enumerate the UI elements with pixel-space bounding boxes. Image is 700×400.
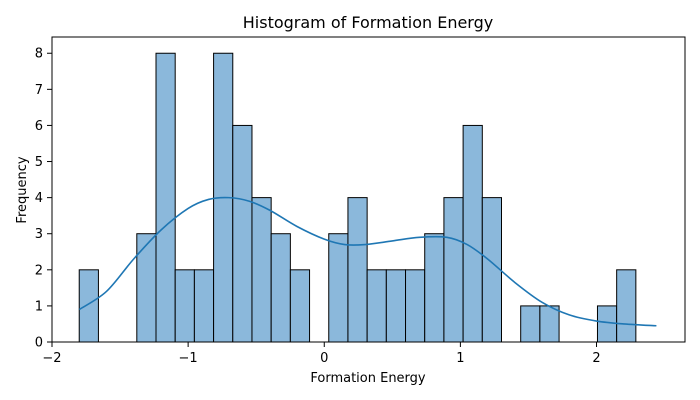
histogram-bars [78,52,637,343]
histogram-bar [251,197,272,343]
y-tick-label: 4 [35,191,43,206]
histogram-bar [443,197,464,343]
histogram-bar [232,124,253,343]
histogram-bar [270,233,291,343]
histogram-bar [539,305,560,343]
histogram-bar [155,52,176,343]
x-tick-label: 1 [456,351,464,366]
y-tick-label: 8 [35,47,43,62]
histogram-bar [616,269,637,343]
histogram-bar [328,233,349,343]
kde-curve [78,196,657,327]
plot-area-frame [51,36,686,343]
histogram-bar [366,269,387,343]
x-tick-label: 0 [320,351,328,366]
histogram-bar [347,197,368,343]
x-axis-label: Formation Energy [310,371,426,386]
x-axis-ticks: −2 −1 0 1 2 [42,342,601,366]
histogram-bar [193,269,215,343]
y-tick-label: 5 [35,155,43,170]
histogram-bar [136,233,157,343]
histogram-bar [596,305,618,343]
y-axis-ticks: 0 1 2 3 4 5 6 7 8 [35,47,52,351]
histogram-bar [462,124,483,343]
histogram-bar [520,305,541,343]
x-tick-label: −2 [42,351,61,366]
histogram-bar [405,269,426,343]
x-tick-label: 2 [592,351,600,366]
histogram-bar [481,197,502,343]
y-axis-label: Frequency [15,156,30,223]
y-tick-label: 0 [35,336,43,351]
histogram-bar [289,269,311,343]
y-tick-label: 2 [35,263,43,278]
y-tick-label: 1 [35,299,43,314]
histogram-bar [385,269,407,343]
histogram-bar [174,269,195,343]
y-tick-label: 6 [35,119,43,134]
y-tick-label: 7 [35,83,43,98]
y-tick-label: 3 [35,227,43,242]
histogram-bar [424,233,445,343]
chart-title: Histogram of Formation Energy [243,13,493,32]
histogram-bar [78,269,99,343]
x-tick-label: −1 [179,351,198,366]
